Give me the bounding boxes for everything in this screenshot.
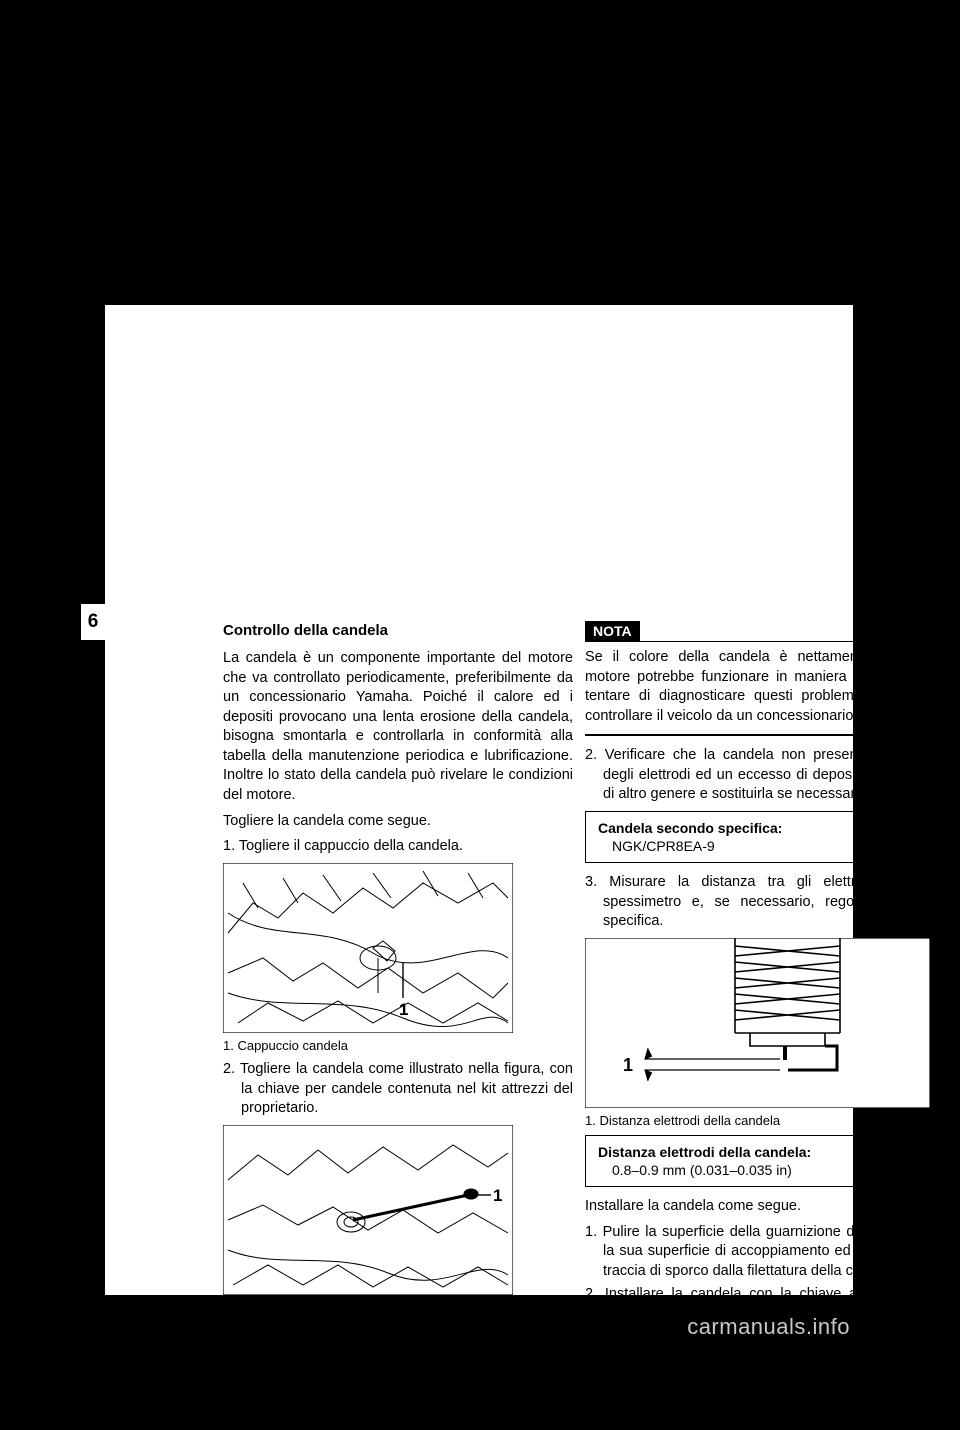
figure-spark-plug-wrench: 1	[223, 1125, 513, 1295]
spec-title: Candela secondo specifica:	[598, 820, 934, 836]
step-item: 1. Pulire la superficie della guarnizion…	[585, 1223, 947, 1282]
figure-electrode-gap: 1	[585, 938, 930, 1108]
figure-callout-number: 1	[493, 1186, 502, 1205]
nota-label: NOTA	[585, 621, 640, 641]
section-heading: Controllo della candela	[223, 622, 573, 639]
step-item: 1. Togliere il cappuccio della candela.	[223, 837, 573, 857]
step-item: 2. Verificare che la candela non present…	[585, 746, 947, 805]
paragraph: La candela è un componente importante de…	[223, 649, 573, 806]
paragraph: Controllare la candela come segue.	[223, 1322, 573, 1342]
nota-end-rule	[585, 734, 947, 736]
step-item: 1. Verificare che l'isolatore di porcell…	[223, 1348, 573, 1426]
spec-box-torque: Coppia di serraggio: Candela: 13 Nm (1.3…	[585, 1331, 947, 1399]
left-column: Controllo della candela La candela è un …	[223, 622, 573, 1430]
spec-box-gap: Distanza elettrodi della candela: 0.8–0.…	[585, 1135, 947, 1187]
nota-heading-rule: NOTA	[585, 622, 947, 642]
spec-value: NGK/CPR8EA-9	[598, 838, 934, 854]
spec-sub-label: Candela:	[598, 1358, 934, 1374]
spec-box-plug-type: Candela secondo specifica: NGK/CPR8EA-9	[585, 811, 947, 863]
figure-spark-plug-cap: 1	[223, 863, 513, 1033]
figure-caption: 1. Cappuccio candela	[223, 1037, 573, 1055]
figure-caption: 1. Chiave per candele	[223, 1299, 573, 1317]
nota-body: Se il colore della candela è nettamente …	[585, 648, 947, 726]
spec-value: 0.8–0.9 mm (0.031–0.035 in)	[598, 1162, 934, 1178]
manual-page: Controllo della candela La candela è un …	[105, 305, 853, 1295]
page-tab: 6	[81, 604, 105, 640]
figure-caption: 1. Distanza elettrodi della candela	[585, 1112, 947, 1130]
paragraph: Installare la candela come segue.	[585, 1197, 947, 1217]
watermark: carmanuals.info	[687, 1314, 850, 1340]
right-column: NOTA Se il colore della candela è nettam…	[585, 622, 947, 1409]
step-item: 2. Togliere la candela come illustrato n…	[223, 1060, 573, 1119]
spec-title: Coppia di serraggio:	[598, 1340, 934, 1356]
figure-callout-number: 1	[623, 1055, 633, 1075]
figure-callout-number: 1	[399, 1000, 408, 1019]
spec-title: Distanza elettrodi della candela:	[598, 1144, 934, 1160]
paragraph: Togliere la candela come segue.	[223, 812, 573, 832]
spec-value: 13 Nm (1.3 m·kgf, 9.4 ft·lbf)	[598, 1374, 934, 1390]
step-item: 3. Misurare la distanza tra gli elettrod…	[585, 873, 947, 932]
